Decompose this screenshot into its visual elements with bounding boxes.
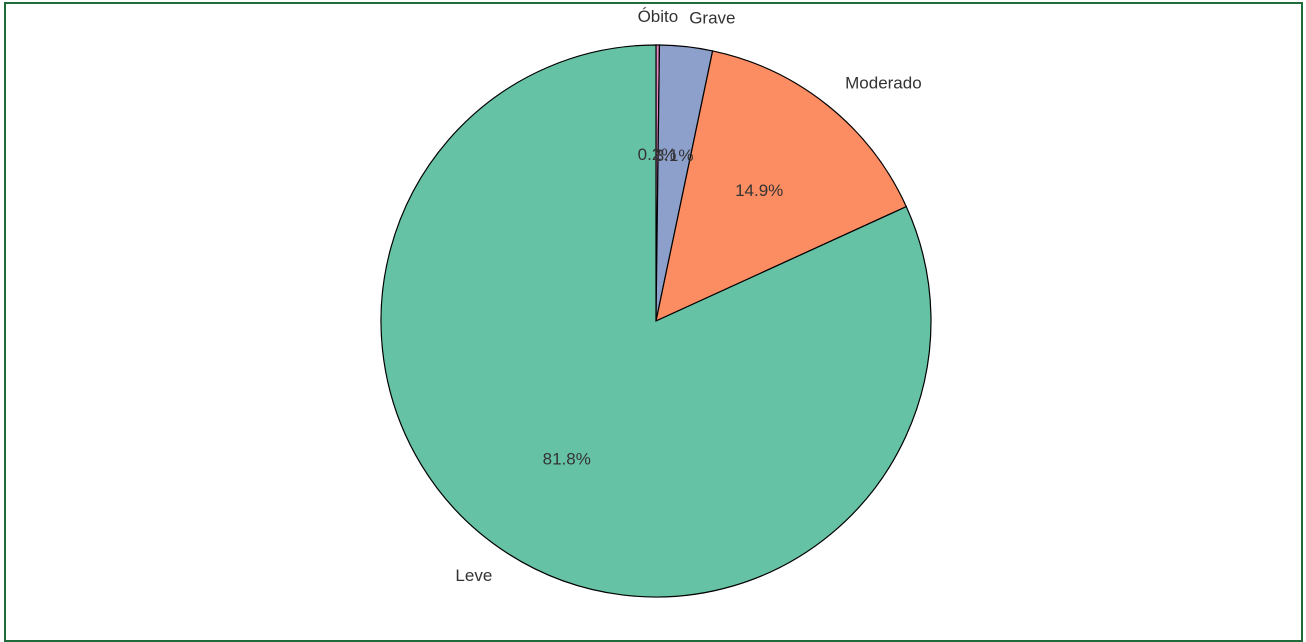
slice-label-moderado: Moderado	[845, 74, 922, 93]
pct-label-moderado: 14.9%	[735, 181, 783, 200]
pct-label-grave: 3.1%	[655, 146, 694, 165]
pie-slices	[381, 45, 931, 597]
slice-label-grave: Grave	[689, 9, 735, 28]
pct-label-leve: 81.8%	[543, 450, 591, 469]
slice-label-leve: Leve	[455, 566, 492, 585]
pie-chart: 0.2%3.1%14.9%81.8% Óbito GraveModeradoLev…	[0, 0, 1306, 617]
slice-label-óbito: Óbito	[638, 7, 679, 26]
